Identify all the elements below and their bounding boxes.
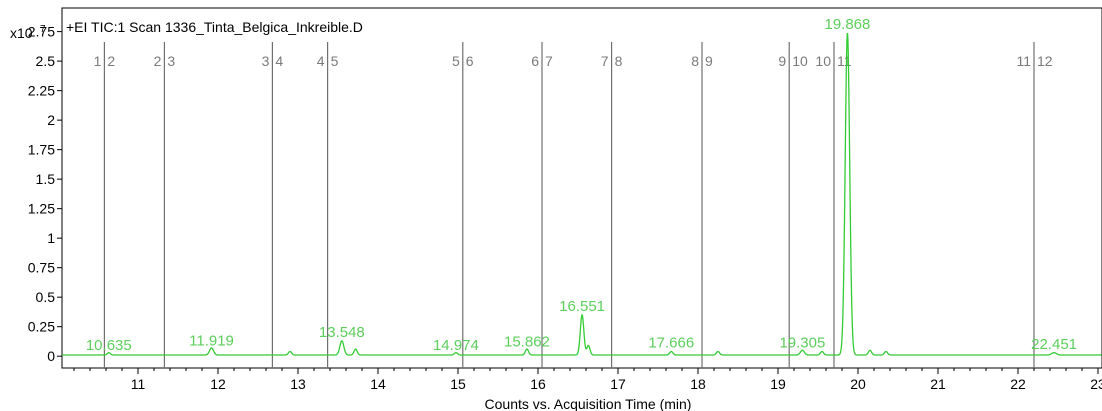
x-tick-label: 23 — [1090, 376, 1102, 392]
peak-label: 10.635 — [86, 337, 132, 354]
x-axis: 11 12 13 14 15 16 17 18 19 20 21 22 23 — [73, 368, 1102, 392]
segment-marker-label-right: 7 — [545, 53, 553, 69]
y-tick-label: 1 — [47, 230, 55, 246]
chart-title: +EI TIC:1 Scan 1336_Tinta_Belgica_Inkrei… — [66, 19, 363, 35]
y-tick-label: 0.75 — [28, 260, 55, 276]
segment-markers: 1 2 2 3 3 4 4 5 5 6 6 7 7 8 8 9 9 10 10 11 11 12 — [94, 42, 1053, 368]
y-tick-label: 0.5 — [36, 289, 56, 305]
peak-label: 15.862 — [504, 333, 550, 350]
segment-marker-label-right: 11 — [837, 53, 852, 69]
y-tick-label: 1.25 — [28, 201, 55, 217]
segment-marker-label-left: 7 — [601, 53, 609, 69]
plot-frame — [61, 7, 1102, 369]
x-tick-label: 12 — [210, 376, 226, 392]
segment-marker-label-left: 8 — [691, 53, 699, 69]
segment-marker-label-left: 9 — [778, 53, 786, 69]
segment-marker-label-right: 3 — [167, 53, 175, 69]
segment-marker-label-right: 12 — [1037, 53, 1053, 69]
peak-label: 11.919 — [189, 332, 234, 349]
y-tick-label: 2 — [47, 112, 55, 128]
segment-marker-label-left: 6 — [531, 53, 539, 69]
segment-marker-label-right: 6 — [466, 53, 474, 69]
y-tick-label: 1.5 — [36, 171, 56, 187]
peak-label: 16.551 — [559, 298, 605, 315]
y-tick-label: 1.75 — [28, 142, 55, 158]
segment-marker-label-left: 3 — [262, 53, 270, 69]
x-tick-label: 20 — [850, 376, 866, 392]
segment-marker-label-left: 10 — [815, 53, 831, 69]
x-tick-label: 15 — [450, 376, 466, 392]
peak-label: 19.305 — [779, 335, 825, 352]
peak-label: 22.451 — [1031, 336, 1077, 353]
y-axis: 0 0.25 0.5 0.75 1 1.25 1.5 1.75 2 2.25 2.5 2.75 — [28, 24, 62, 364]
x-axis-title: Counts vs. Acquisition Time (min) — [485, 396, 692, 411]
peak-label: 13.548 — [319, 324, 365, 341]
segment-marker-label-right: 8 — [615, 53, 623, 69]
y-tick-label: 2.5 — [36, 53, 56, 69]
segment-marker-label-right: 5 — [331, 53, 339, 69]
tic-trace — [62, 32, 1102, 356]
segment-marker-label-right: 9 — [705, 53, 713, 69]
y-tick-label: 0 — [47, 348, 55, 364]
segment-marker-label-left: 1 — [94, 53, 102, 69]
segment-marker-label-left: 4 — [317, 53, 325, 69]
segment-marker-label-left: 5 — [452, 53, 460, 69]
x-tick-label: 22 — [1010, 376, 1026, 392]
x-tick-label: 18 — [690, 376, 706, 392]
x-tick-label: 11 — [131, 376, 146, 392]
x-tick-label: 17 — [610, 376, 626, 392]
peak-label: 19.868 — [824, 16, 870, 33]
x-tick-label: 14 — [370, 376, 386, 392]
peak-label: 14.974 — [433, 337, 479, 354]
x-tick-label: 16 — [530, 376, 546, 392]
y-tick-label: 0.25 — [28, 319, 55, 335]
segment-marker-label-right: 2 — [107, 53, 115, 69]
x-tick-label: 19 — [770, 376, 786, 392]
segment-marker-label-left: 11 — [1016, 53, 1031, 69]
segment-marker-label-right: 4 — [275, 53, 283, 69]
segment-marker-label-left: 2 — [154, 53, 162, 69]
y-multiplier: x10 — [10, 25, 33, 41]
peak-label: 17.666 — [648, 335, 694, 352]
peak-labels: 10.635 11.919 13.548 14.974 15.862 16.551 17.6… — [86, 16, 1077, 354]
segment-marker-label-right: 10 — [792, 53, 808, 69]
y-tick-label: 2.25 — [28, 83, 55, 99]
x-tick-label: 13 — [290, 376, 306, 392]
x-tick-label: 21 — [930, 376, 946, 392]
y-exponent: 7 — [40, 24, 46, 35]
y-tick-label: 2.75 — [28, 24, 55, 40]
